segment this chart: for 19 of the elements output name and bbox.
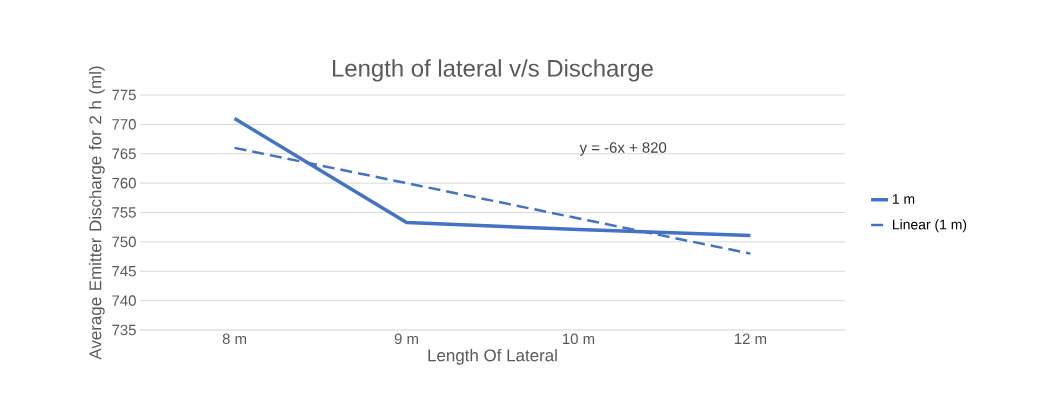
- y-tick-label: 770: [112, 119, 136, 130]
- x-tick-label: 12 m: [734, 333, 767, 344]
- legend-label: Linear (1 m): [892, 219, 967, 233]
- annotation: y = -6x + 820: [579, 142, 667, 156]
- y-tick-label: 750: [112, 236, 136, 248]
- chart-title: Length of lateral v/s Discharge: [332, 59, 653, 82]
- y-tick-label: 735: [112, 324, 136, 336]
- y-tick-label: 765: [112, 148, 136, 160]
- y-tick-label: 740: [112, 295, 136, 306]
- x-tick-label: 9 m: [394, 333, 418, 345]
- legend-label: 1 m: [892, 194, 915, 204]
- x-axis-title: Length Of Lateral: [428, 348, 557, 365]
- y-tick-label: 760: [112, 177, 136, 189]
- x-tick-label: 10 m: [563, 333, 595, 345]
- y-tick-label: 755: [112, 207, 136, 218]
- y-tick-label: 745: [112, 266, 136, 277]
- y-tick-label: 775: [112, 89, 136, 101]
- x-tick-label: 8 m: [222, 333, 247, 345]
- y-axis-title: Average Emitter Discharge for 2 h (ml): [88, 66, 105, 360]
